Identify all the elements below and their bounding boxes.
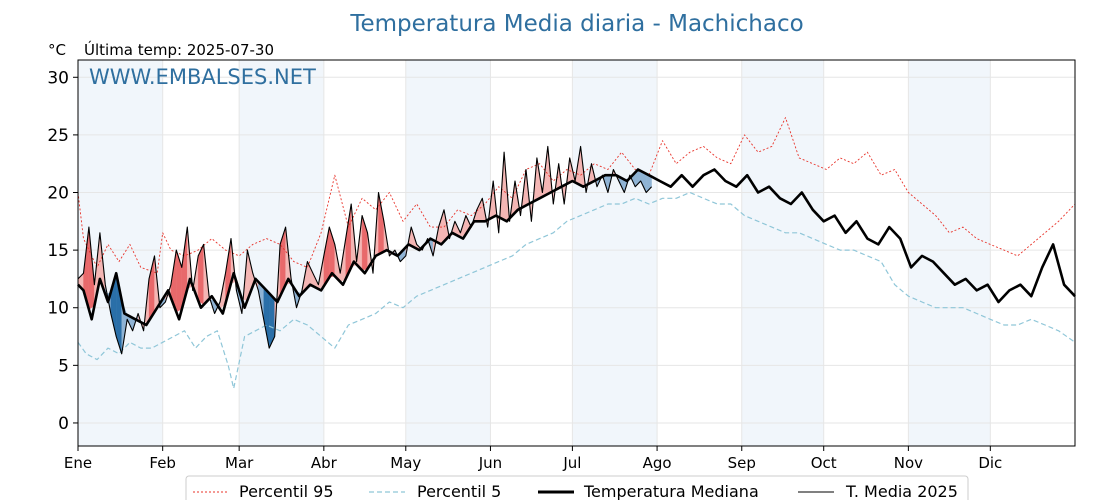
x-tick-label: Abr <box>311 454 338 472</box>
legend-label-p95: Percentil 95 <box>239 482 334 500</box>
legend: Percentil 95 Percentil 5 Temperatura Med… <box>185 475 969 500</box>
y-tick-label: 10 <box>47 299 69 319</box>
unit-label: °C <box>48 41 66 59</box>
x-tick-label: May <box>390 454 421 472</box>
y-tick-label: 25 <box>47 126 69 146</box>
y-tick-label: 15 <box>47 241 69 261</box>
x-axis: Ene Feb Mar Abr May Jun Jul Ago Sep Oct Nov Dic <box>64 446 1002 472</box>
x-tick-label: Ene <box>64 454 92 472</box>
last-temp-label: Última temp: 2025-07-30 <box>84 40 274 59</box>
month-band-sep <box>741 60 824 446</box>
watermark: WWW.EMBALSES.NET <box>89 65 316 89</box>
y-tick-label: 30 <box>47 68 69 88</box>
y-tick-label: 5 <box>58 356 69 376</box>
x-tick-label: Jun <box>478 454 502 472</box>
plot-frame <box>77 59 1076 447</box>
x-tick-label: Oct <box>811 454 837 472</box>
month-band-ene <box>78 60 163 446</box>
x-tick-label: Ago <box>643 454 672 472</box>
y-axis: 0 5 10 15 20 25 30 <box>47 68 78 434</box>
chart-title: Temperatura Media diaria - Machichaco <box>349 11 803 37</box>
legend-label-2025: T. Media 2025 <box>845 482 958 500</box>
x-tick-label: Mar <box>225 454 254 472</box>
anomaly-fill <box>378 192 385 255</box>
x-tick-label: Dic <box>978 454 1002 472</box>
x-tick-label: Nov <box>894 454 923 472</box>
month-band-nov <box>908 60 991 446</box>
t-media-2025-line <box>77 145 653 355</box>
x-tick-label: Feb <box>149 454 176 472</box>
month-band-jul <box>572 60 658 446</box>
series-lines <box>77 117 1076 389</box>
legend-label-p5: Percentil 5 <box>417 482 501 500</box>
legend-label-mediana: Temperatura Mediana <box>583 482 759 500</box>
month-band-may <box>405 60 491 446</box>
y-tick-label: 0 <box>58 414 69 434</box>
x-tick-label: Sep <box>728 454 756 472</box>
percentil-5-line <box>77 191 1076 389</box>
x-tick-label: Jul <box>562 454 581 472</box>
plot-background <box>78 60 991 446</box>
y-tick-label: 20 <box>47 184 69 204</box>
